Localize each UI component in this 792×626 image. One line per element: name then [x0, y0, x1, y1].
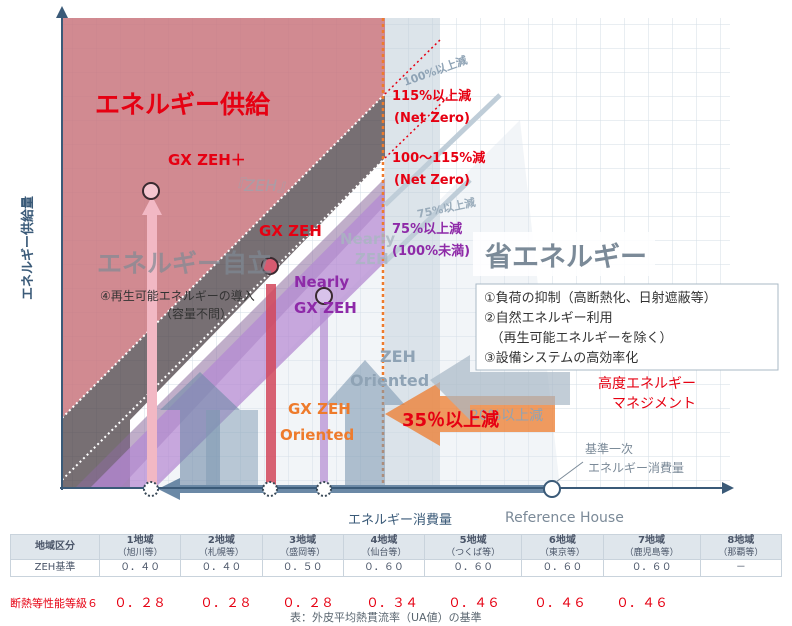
label-mgmt-2: マネジメント	[612, 396, 696, 412]
arrow-up-2	[325, 360, 405, 488]
label-gx-zeh-plus: GX ZEH＋	[168, 151, 246, 169]
zeh-diagram: エネルギー自立 『ZEH』 Nearly ZEH ZEH Oriented 10…	[20, 6, 779, 528]
grey-band-ext	[383, 93, 502, 207]
grade6-row: 断熱等性能等級６ ０．２８ ０．２８ ０．２８ ０．３４ ０．４６ ０．４６ ０…	[10, 592, 782, 611]
table-header-row: 地域区分 1地域 （旭川等） 2地域 （札幌等） 3地域 （盛岡等） 4地域 （仙台等）…	[10, 534, 783, 560]
zeh-value: ０．６０	[424, 559, 523, 577]
label-standard-1: 基準一次	[585, 441, 633, 456]
label-100-115-2: (Net Zero)	[394, 173, 470, 188]
label-mgmt-1: 高度エネルギー	[598, 375, 696, 392]
zeh-value: ０．５０	[261, 559, 344, 577]
label-zeh-oriented-ghost-1: ZEH	[380, 347, 416, 366]
label-20-ghost: 20%以上減	[470, 407, 543, 424]
label-zeh-oriented-ghost-2: Oriented	[350, 371, 429, 390]
point-bottom-2	[262, 481, 278, 497]
arrow-gx-plus	[147, 212, 157, 488]
arrow-saving	[430, 355, 570, 420]
point-reference	[543, 480, 561, 498]
label-100-115-1: 100～115%減	[392, 150, 485, 166]
zeh-value: －	[699, 559, 783, 577]
label-standard-2: エネルギー消費量	[588, 460, 684, 475]
zeh-row-label: ZEH基準	[10, 559, 100, 577]
diagonal-100	[61, 93, 386, 419]
grade6-value: ０．２８	[114, 596, 167, 611]
grade6-label: 断熱等性能等級６	[10, 597, 98, 610]
label-115-2: (Net Zero)	[394, 111, 470, 126]
label-115-1: 115%以上減	[392, 88, 471, 104]
label-nearly-1: Nearly	[294, 273, 349, 291]
grade6-value: ０．４６	[616, 596, 669, 611]
region-3: 3地域 （盛岡等）	[261, 534, 344, 560]
point-bottom-3	[316, 481, 332, 497]
label-75-1: 75%以上減	[392, 221, 462, 237]
supply-region	[62, 18, 385, 418]
zeh-value: ０．４０	[180, 559, 263, 577]
measure-2: ②自然エネルギー利用	[484, 310, 613, 326]
region-2: 2地域 （札幌等）	[180, 534, 263, 560]
diagonal-netzero	[61, 157, 386, 481]
purple-band	[90, 190, 385, 488]
zeh-value: ０．６０	[602, 559, 701, 577]
measure-1: ①負荷の抑制（高断熱化、日射遮蔽等）	[484, 290, 717, 306]
arrow-nearly	[320, 308, 328, 488]
arrow-block	[206, 410, 258, 488]
grade6-value: ０．４６	[448, 596, 501, 611]
grade6-value: ０．２８	[200, 596, 253, 611]
grade6-value: ０．４６	[534, 596, 587, 611]
label-nearly-2: GX ZEH	[294, 299, 357, 317]
arrow-gx	[266, 284, 276, 488]
y-axis-label: エネルギー供給量	[20, 196, 36, 300]
label-supply: エネルギー供給	[95, 90, 271, 119]
label-gx-zeh: GX ZEH	[259, 222, 322, 240]
measure-3: （再生可能エネルギーを除く）	[484, 331, 673, 346]
label-renewable-1: ④再生可能エネルギーの導入	[100, 289, 255, 303]
zeh-value: ０．６０	[521, 559, 604, 577]
label-gx-oriented-2: Oriented	[280, 426, 354, 444]
measure-4: ③設備システムの高効率化	[484, 350, 638, 366]
reference-house-label: Reference House	[505, 510, 624, 526]
red-dotted-2	[384, 94, 451, 159]
label-gx-oriented-1: GX ZEH	[288, 400, 351, 418]
netzero-band	[62, 94, 385, 488]
zeh-value: ０．６０	[342, 559, 426, 577]
grade6-value: ０．２８	[282, 596, 335, 611]
saving-box	[473, 232, 655, 276]
point-gx-zeh-plus	[142, 182, 160, 200]
y-axis-arrow	[56, 6, 68, 18]
label-35: 35％以上減	[402, 409, 499, 431]
region-6: 6地域 （東京等）	[521, 534, 604, 560]
zeh-value: ０．４０	[98, 559, 182, 577]
region-5: 5地域 （つくば等）	[424, 534, 523, 560]
label-renewable-2: （容量不問）	[160, 306, 232, 321]
point-nearly-gx-zeh	[315, 287, 333, 305]
point-gx-zeh	[261, 257, 279, 275]
grade6-value: ０．３４	[366, 596, 419, 611]
label-nearly-ghost-1: Nearly	[340, 230, 395, 248]
arrow-gx-plus-head	[142, 196, 162, 215]
table-caption: 表：外皮平均熱貫流率（UA値）の基準	[290, 611, 482, 624]
ua-table: 地域区分 1地域 （旭川等） 2地域 （札幌等） 3地域 （盛岡等） 4地域 （仙台等）…	[10, 534, 783, 577]
grey-band-ext-2	[383, 178, 472, 264]
label-saving: 省エネルギー	[485, 242, 647, 273]
table-zeh-row: ZEH基準 ０．４０ ０．４０ ０．５０ ０．６０ ０．６０ ０．６０ ０．６０…	[10, 559, 783, 577]
region-4: 4地域 （仙台等）	[342, 534, 426, 560]
point-bottom-1	[143, 481, 159, 497]
label-nearly-ghost-2: ZEH	[355, 250, 389, 268]
standard-leader	[555, 461, 584, 483]
label-self-sufficiency: エネルギー自立	[97, 249, 272, 278]
x-axis-label: エネルギー消費量	[348, 513, 452, 528]
label-75-2: (100%未満)	[392, 243, 470, 259]
zeh-oriented-band	[385, 18, 440, 488]
region-1: 1地域 （旭川等）	[98, 534, 182, 560]
measures-box	[475, 283, 779, 371]
region-7: 7地域 （鹿児島等）	[602, 534, 701, 560]
region-8: 8地域 （那覇等）	[699, 534, 783, 560]
x-axis-arrow	[722, 482, 734, 494]
table-header-label: 地域区分	[10, 534, 100, 560]
label-zeh-ghost: 『ZEH』	[228, 176, 293, 195]
